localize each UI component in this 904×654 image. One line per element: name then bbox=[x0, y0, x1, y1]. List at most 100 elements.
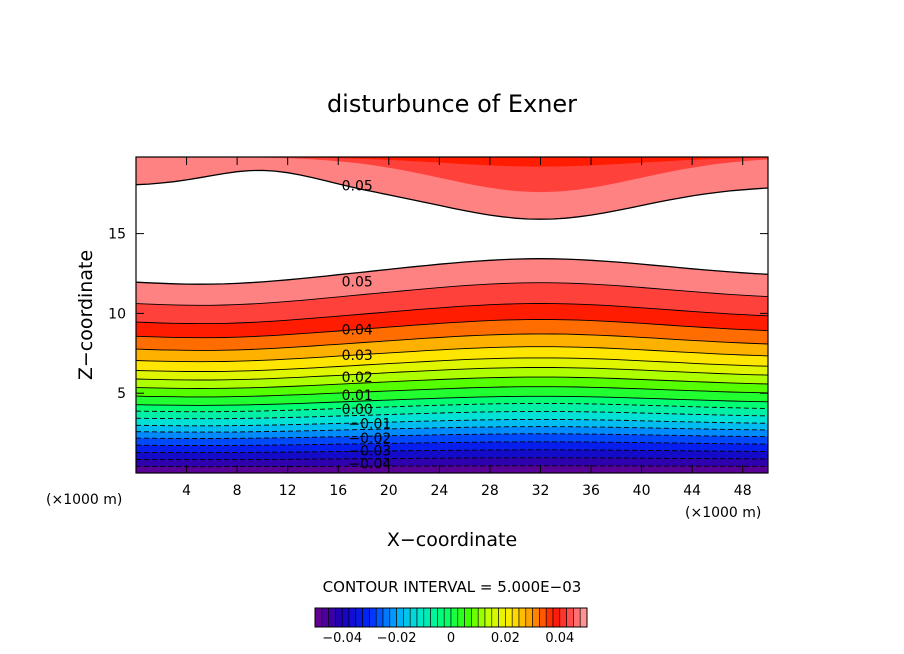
plot-frame bbox=[135, 156, 769, 474]
colorbar-swatch bbox=[369, 607, 377, 628]
y-tick-label: 10 bbox=[108, 306, 126, 322]
colorbar-swatch bbox=[375, 607, 384, 628]
contour-line bbox=[136, 386, 768, 398]
y-axis-ticks: 5 10 15 bbox=[108, 227, 768, 402]
contour-line bbox=[136, 258, 768, 285]
colorbar bbox=[314, 607, 588, 628]
contour-line bbox=[136, 367, 768, 381]
contour-fills bbox=[136, 157, 768, 473]
colorbar-tick-label: −0.04 bbox=[322, 631, 362, 646]
upper-band-fill bbox=[136, 157, 768, 167]
contour-label: −0.03 bbox=[348, 444, 391, 460]
y-tick-label: 5 bbox=[117, 386, 126, 402]
x-tick-label: 12 bbox=[279, 483, 297, 499]
colorbar-swatch bbox=[545, 607, 554, 628]
x-tick-label: 36 bbox=[582, 483, 600, 499]
colorbar-swatch bbox=[382, 607, 391, 628]
colorbar-tick-label: −0.02 bbox=[377, 631, 417, 646]
contour-label: 0.05 bbox=[342, 179, 373, 195]
contour-labels: 0.05 0.05 0.04 0.03 0.02 0.010.00−0.01−0.02−0… bbox=[342, 179, 392, 473]
colorbar-swatch bbox=[348, 607, 357, 628]
x-tick-label: 48 bbox=[734, 483, 752, 499]
colorbar-swatch bbox=[355, 607, 363, 628]
contour-line-upper bbox=[136, 169, 768, 220]
contour-interval-text: CONTOUR INTERVAL = 5.000E−03 bbox=[323, 578, 582, 596]
colorbar-swatch bbox=[552, 607, 561, 628]
contour-label: −0.02 bbox=[348, 431, 391, 447]
colorbar-tick-label: 0 bbox=[447, 631, 455, 646]
colorbar-swatch bbox=[403, 607, 411, 628]
colorbar-swatch bbox=[396, 607, 404, 628]
colorbar-swatch bbox=[525, 607, 533, 628]
colorbar-swatch bbox=[341, 607, 350, 628]
contour-line bbox=[136, 402, 768, 413]
colorbar-swatch bbox=[314, 607, 323, 628]
chart-title: disturbunce of Exner bbox=[327, 90, 577, 118]
y-tick-label: 15 bbox=[108, 227, 126, 243]
colorbar-swatch bbox=[566, 607, 574, 628]
contour-label: 0.00 bbox=[342, 402, 373, 418]
x-tick-label: 4 bbox=[182, 483, 191, 499]
x-unit-right: (×1000 m) bbox=[685, 505, 761, 521]
contour-label: 0.03 bbox=[342, 348, 373, 364]
contour-line bbox=[136, 410, 768, 420]
contour-lines bbox=[136, 169, 768, 468]
colorbar-swatch bbox=[335, 607, 343, 628]
contour-line bbox=[136, 303, 768, 325]
upper-band-fill bbox=[136, 157, 768, 193]
x-tick-label: 24 bbox=[430, 483, 448, 499]
colorbar-swatch bbox=[430, 607, 438, 628]
contour-label: −0.01 bbox=[348, 417, 391, 433]
contour-line bbox=[136, 449, 768, 454]
x-tick-label: 32 bbox=[532, 483, 550, 499]
contour-line bbox=[136, 433, 768, 439]
contour-label: 0.05 bbox=[342, 274, 373, 290]
colorbar-swatch bbox=[532, 607, 540, 628]
colorbar-swatch bbox=[328, 607, 336, 628]
colorbar-tick-label: 0.04 bbox=[545, 631, 574, 646]
contour-line bbox=[136, 426, 768, 433]
contour-label: 0.04 bbox=[342, 322, 373, 338]
colorbar-frame bbox=[314, 607, 588, 628]
contour-line bbox=[136, 457, 768, 461]
x-tick-label: 8 bbox=[233, 483, 242, 499]
x-axis-label: X−coordinate bbox=[387, 529, 517, 551]
colorbar-swatch bbox=[389, 607, 397, 628]
x-unit-left: (×1000 m) bbox=[46, 492, 122, 508]
contour-line bbox=[136, 319, 768, 339]
colorbar-swatch bbox=[362, 607, 370, 628]
colorbar-swatch bbox=[539, 607, 547, 628]
contour-label: 0.01 bbox=[342, 388, 373, 404]
x-axis-ticks: 4 8 12 16 20 24 28 32 36 40 44 48 bbox=[182, 157, 752, 499]
contour-line bbox=[136, 282, 768, 306]
contour-line bbox=[136, 441, 768, 446]
colorbar-swatch bbox=[457, 607, 465, 628]
contour-line bbox=[136, 395, 768, 406]
x-tick-label: 16 bbox=[329, 483, 347, 499]
contour-label: 0.02 bbox=[342, 370, 373, 386]
x-tick-label: 20 bbox=[380, 483, 398, 499]
colorbar-swatch bbox=[579, 607, 588, 628]
colorbar-swatch bbox=[505, 607, 513, 628]
colorbar-swatch bbox=[573, 607, 581, 628]
contour-line bbox=[136, 357, 768, 372]
colorbar-swatch bbox=[518, 607, 527, 628]
colorbar-swatch bbox=[437, 607, 445, 628]
colorbar-swatch bbox=[498, 607, 506, 628]
colorbar-swatch bbox=[423, 607, 431, 628]
band-fill bbox=[136, 465, 768, 473]
colorbar-swatch bbox=[477, 607, 486, 628]
y-axis-label: Z−coordinate bbox=[75, 250, 97, 380]
colorbar-swatch bbox=[559, 607, 567, 628]
x-tick-label: 40 bbox=[633, 483, 651, 499]
colorbar-swatch bbox=[491, 607, 499, 628]
colorbar-swatch bbox=[409, 607, 418, 628]
colorbar-swatch bbox=[471, 607, 479, 628]
colorbar-swatch bbox=[464, 607, 472, 628]
colorbar-swatch bbox=[484, 607, 493, 628]
x-tick-label: 28 bbox=[481, 483, 499, 499]
colorbar-swatch bbox=[511, 607, 520, 628]
contour-line bbox=[136, 465, 768, 468]
colorbar-tick-labels: −0.04 −0.02 0 0.02 0.04 bbox=[322, 631, 574, 646]
colorbar-swatch bbox=[416, 607, 425, 628]
